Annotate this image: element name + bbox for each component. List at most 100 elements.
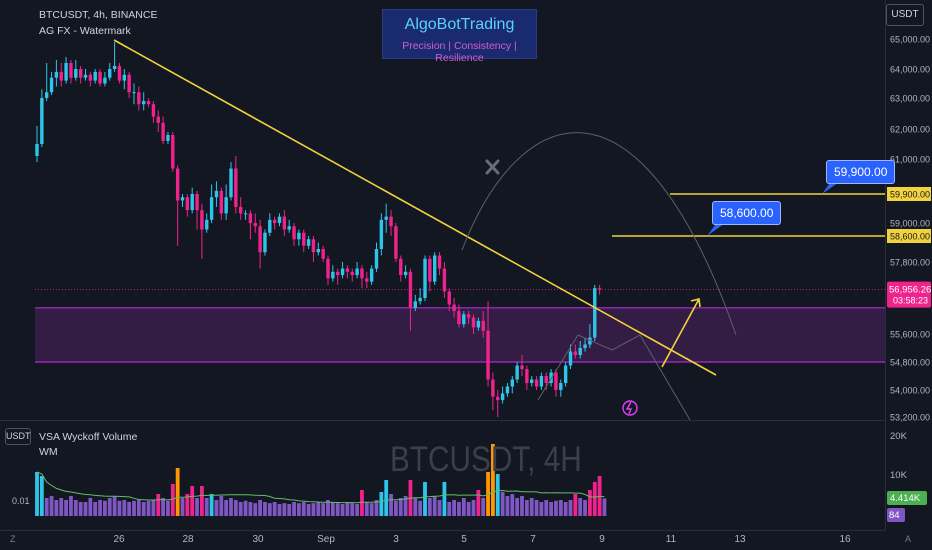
volume-bar (364, 502, 369, 516)
candle (40, 89, 44, 147)
level-callout-lower[interactable]: 58,600.00 (712, 201, 782, 225)
current-price-tag (887, 281, 931, 308)
candle (593, 284, 597, 341)
candle (108, 63, 112, 81)
volume-bar (229, 498, 233, 516)
volume-bar (200, 486, 204, 516)
candle (491, 372, 495, 411)
volume-bar (78, 502, 83, 516)
candle (457, 304, 461, 328)
volume-bar (495, 474, 500, 516)
volume-bar (413, 498, 418, 516)
volume-bar (316, 502, 321, 516)
candle (103, 71, 107, 87)
volume-bar (136, 500, 141, 516)
candle (462, 311, 466, 328)
price-tick-label: 54,800.00 (890, 358, 930, 368)
candle (98, 69, 102, 87)
candle (350, 268, 354, 282)
volume-bar (418, 500, 423, 516)
volume-bar (170, 484, 175, 516)
candle (442, 262, 447, 298)
price-tick-label: 53,200.00 (890, 413, 930, 423)
candle (306, 236, 311, 249)
candle (583, 337, 587, 352)
volume-bar (394, 500, 398, 516)
volume-bar (461, 498, 466, 516)
candle (205, 213, 209, 233)
volume-bar (505, 496, 510, 516)
volume-bar (403, 496, 408, 516)
candle (132, 83, 136, 105)
volume-bar (369, 503, 374, 516)
time-tick-label: 28 (182, 534, 194, 545)
candle (229, 162, 233, 201)
price-tick-label: 55,600.00 (890, 330, 930, 340)
candle (69, 60, 73, 84)
candle (219, 187, 223, 220)
volume-bar (272, 502, 277, 516)
volume-currency-button[interactable]: USDT (5, 428, 31, 445)
candle (447, 288, 451, 312)
flash-icon[interactable] (622, 400, 638, 416)
volume-bar (39, 476, 44, 516)
volume-bar (549, 502, 553, 516)
candle (525, 365, 529, 390)
volume-bar (583, 500, 587, 516)
price-tick-label: 61,000.00 (890, 155, 930, 165)
candle (379, 213, 384, 256)
volume-bar (476, 490, 481, 516)
time-tick-label: 30 (252, 534, 264, 545)
volume-bar (195, 498, 199, 516)
candle (185, 194, 190, 217)
candle (277, 213, 282, 227)
candle (292, 223, 296, 246)
currency-button[interactable]: USDT (886, 4, 924, 26)
volume-bar (166, 500, 170, 516)
candle (515, 362, 519, 383)
level-price-tag (887, 229, 931, 243)
close-x-icon[interactable] (485, 159, 500, 175)
volume-bar (379, 492, 384, 516)
candle (534, 376, 539, 390)
candle (268, 213, 272, 236)
projection-arrow (661, 298, 700, 368)
volume-bar (156, 494, 161, 516)
candle (74, 60, 78, 81)
volume-bar (59, 498, 64, 516)
z-marker: Z (10, 534, 16, 544)
volume-bar (277, 504, 282, 516)
candle (433, 252, 437, 285)
candle (520, 355, 524, 376)
volume-bar (520, 496, 524, 516)
level-callout-upper[interactable]: 59,900.00 (826, 160, 896, 184)
candle (597, 284, 602, 295)
volume-bar (554, 500, 558, 516)
candle (253, 213, 257, 233)
volume-bar (112, 496, 117, 516)
volume-bar (146, 500, 151, 516)
candle (568, 344, 573, 369)
volume-bar (238, 502, 243, 516)
candle (200, 203, 204, 259)
candle (384, 203, 388, 233)
candle (369, 265, 374, 285)
volume-last-value: 4.414K (890, 493, 921, 504)
brand-tagline: Precision | Consistency | Resilience (402, 40, 517, 64)
candle (171, 132, 175, 172)
volume-bar (253, 503, 258, 516)
candle (146, 98, 151, 108)
time-tick-label: 16 (839, 534, 851, 545)
volume-bar (481, 498, 486, 516)
candle (321, 245, 325, 262)
candle (389, 210, 393, 236)
volume-count-tag (887, 508, 905, 522)
volume-bar (233, 500, 238, 516)
volume-bar (437, 500, 442, 516)
time-tick-label: 3 (393, 534, 399, 545)
trendline[interactable] (113, 39, 717, 376)
candle (486, 301, 490, 387)
projection-arc (461, 132, 737, 336)
candle (471, 314, 476, 334)
